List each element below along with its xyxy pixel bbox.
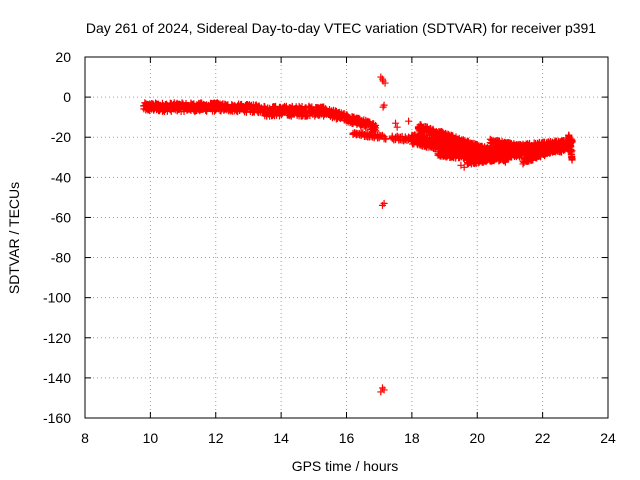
data-point <box>257 104 265 112</box>
x-tick-label: 16 <box>339 430 355 446</box>
data-point <box>418 131 426 139</box>
data-point <box>379 103 387 111</box>
data-point <box>380 386 388 394</box>
x-tick-label: 18 <box>404 430 420 446</box>
x-tick-label: 24 <box>600 430 616 446</box>
data-points <box>140 73 576 396</box>
y-tick-label: -40 <box>51 169 71 185</box>
data-point <box>298 103 306 111</box>
x-tick-label: 10 <box>143 430 159 446</box>
data-point <box>392 119 400 127</box>
x-tick-label: 22 <box>535 430 551 446</box>
y-tick-label: -60 <box>51 209 71 225</box>
data-point <box>378 201 386 209</box>
y-tick-label: -140 <box>43 370 71 386</box>
data-point <box>408 133 416 141</box>
y-axis-label: SDTVAR / TECUs <box>6 182 22 294</box>
data-point <box>568 155 576 163</box>
x-axis-label: GPS time / hours <box>292 458 399 474</box>
data-point <box>381 79 389 87</box>
axes: 8 10 12 14 16 18 20 22 24 20 0 -20 -40 -60 -80 -100 -120… <box>43 49 616 446</box>
data-point <box>378 75 386 83</box>
x-tick-label: 14 <box>273 430 289 446</box>
x-tick-label: 8 <box>81 430 89 446</box>
data-point <box>382 135 390 143</box>
y-tick-label: -100 <box>43 290 71 306</box>
chart-title: Day 261 of 2024, Sidereal Day-to-day VTE… <box>86 20 596 36</box>
y-tick-label: -20 <box>51 129 71 145</box>
data-point <box>371 125 379 133</box>
y-tick-label: -160 <box>43 410 71 426</box>
y-tick-label: 0 <box>63 89 71 105</box>
y-tick-label: -80 <box>51 250 71 266</box>
data-point <box>405 117 413 125</box>
data-point <box>378 131 386 139</box>
x-tick-label: 12 <box>208 430 224 446</box>
x-tick-label: 20 <box>469 430 485 446</box>
y-tick-label: 20 <box>55 49 71 65</box>
data-point <box>393 123 401 131</box>
data-point <box>460 163 468 171</box>
y-tick-label: -120 <box>43 330 71 346</box>
